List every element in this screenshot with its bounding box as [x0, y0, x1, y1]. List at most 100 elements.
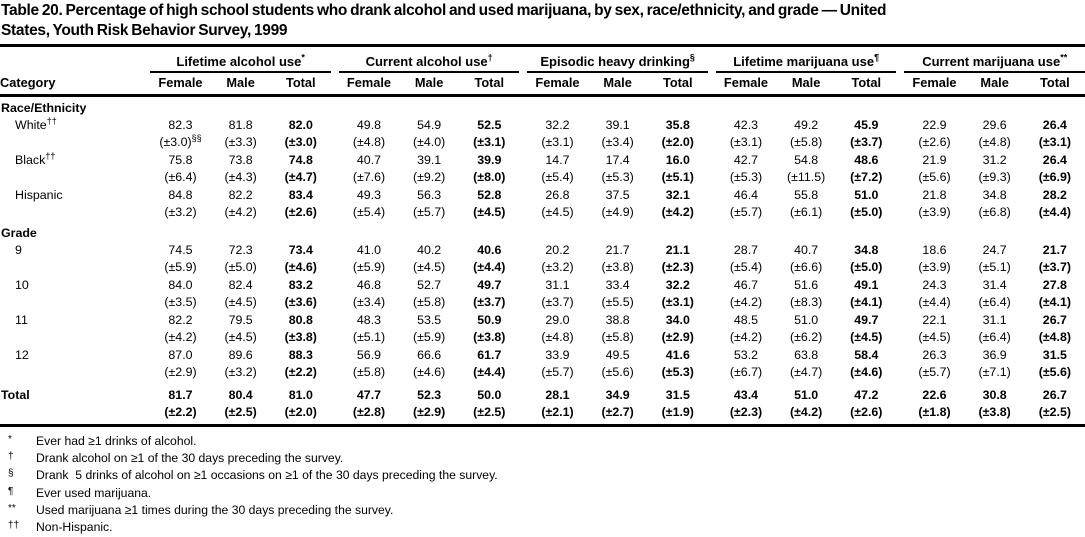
value-cell: 34.8 [982, 188, 1007, 202]
column-gap [519, 364, 527, 382]
footnote-text: Drank alcohol on ≥1 of the 30 days prece… [36, 451, 344, 466]
column-gap [896, 72, 905, 97]
value-cell: 39.9 [477, 153, 502, 167]
section-row: Race/Ethnicity [0, 96, 1085, 118]
ci-cell: (±3.0) [284, 135, 317, 149]
value-cell: 28.1 [545, 388, 570, 402]
column-gap [519, 72, 528, 97]
value-cell: 31.5 [665, 388, 690, 402]
ci-cell: (±2.2) [284, 365, 317, 379]
ci-cell: (±4.2) [729, 295, 763, 309]
value-cell: 31.5 [1042, 348, 1067, 362]
column-gap [331, 364, 339, 382]
column-gap [896, 312, 904, 329]
row-label: 10 [15, 278, 29, 292]
ci-cell: (±4.2) [224, 205, 257, 219]
ci-cell: (±6.8) [978, 205, 1011, 219]
value-cell: 84.0 [168, 278, 193, 292]
ci-cell: (±3.4) [352, 295, 386, 309]
column-header: Male [210, 72, 271, 97]
value-cell: 21.7 [1042, 243, 1067, 257]
value-cell: 56.9 [356, 348, 382, 362]
row-label-empty [0, 404, 151, 427]
column-gap [708, 329, 716, 347]
ci-cell: (±5.0) [850, 205, 883, 219]
ci-cell: (±4.6) [284, 260, 317, 274]
value-cell: 28.2 [1042, 188, 1067, 202]
value-cell: 14.7 [545, 153, 570, 167]
footnote-marker: ¶ [8, 485, 14, 497]
ci-cell: (±2.5) [1024, 404, 1085, 427]
value-cell: 80.4 [228, 388, 253, 402]
footnote-marker-ref: †† [46, 115, 57, 126]
column-gap [708, 242, 716, 259]
row-label-empty [0, 204, 150, 222]
ci-cell: (±4.5) [224, 295, 257, 309]
row-label-empty [0, 329, 150, 347]
value-cell: 51.0 [794, 313, 819, 327]
value-cell: 50.9 [477, 313, 502, 327]
column-gap [896, 134, 904, 152]
column-gap [708, 134, 716, 152]
footnote-text: Ever used marijuana. [36, 485, 152, 500]
value-cell: 40.7 [794, 243, 819, 257]
group-header: Lifetime alcohol use* [150, 47, 331, 73]
column-gap [708, 117, 716, 134]
column-gap [708, 294, 716, 312]
value-cell: 51.6 [794, 278, 819, 292]
total-row: Total 81.7 80.4 81.0 47.7 52.3 50.0 28.1 34.9 31.… [0, 382, 1085, 404]
ci-cell: (±4.5) [473, 205, 506, 219]
table-row: Black†† 75.8 73.8 74.8 40.7 39.1 39.9 14.7 17.4 1… [0, 151, 1085, 169]
column-gap [519, 382, 527, 404]
value-cell: 28.7 [733, 243, 759, 257]
column-header: Male [964, 72, 1025, 97]
column-header: Female [150, 72, 211, 97]
category-header: Category [0, 72, 151, 97]
column-header: Female [904, 72, 965, 97]
value-cell: 45.9 [854, 118, 879, 132]
column-gap [708, 47, 716, 72]
ci-cell: (±3.8) [473, 330, 506, 344]
value-cell: 22.9 [922, 118, 947, 132]
footnote-text: Ever had ≥1 drinks of alcohol. [36, 434, 197, 448]
ci-cell: (±3.8) [964, 404, 1025, 427]
ci-cell: (±4.2) [661, 205, 694, 219]
column-gap [708, 364, 716, 382]
ci-cell: (±5.3) [601, 170, 634, 184]
ci-cell: (±5.3) [661, 365, 694, 379]
ci-cell: (±3.1) [729, 135, 763, 149]
value-cell: 54.9 [417, 118, 442, 132]
column-header: Total [1024, 72, 1085, 97]
column-gap [331, 347, 339, 364]
ci-row: (±3.2) (±4.2) (±2.6) (±5.4) (±5.7) (±4.5) (±4.… [0, 204, 1085, 222]
value-cell: 26.7 [1042, 313, 1067, 327]
value-cell: 72.3 [228, 243, 253, 257]
column-gap [896, 329, 904, 347]
title-rule [0, 44, 1085, 47]
ci-cell: (±4.5) [224, 330, 257, 344]
row-label-empty [0, 294, 150, 312]
footnote: § Drank 5 drinks of alcohol on ≥1 occasio… [8, 466, 1085, 483]
column-gap [896, 294, 904, 312]
ci-cell: (±5.4) [352, 205, 386, 219]
column-gap [331, 47, 339, 72]
row-label-empty [0, 134, 150, 152]
ci-cell: (±4.2) [729, 330, 763, 344]
ci-cell: (±2.9) [164, 365, 197, 379]
column-gap [708, 152, 716, 169]
column-gap [708, 382, 716, 404]
column-gap [896, 347, 904, 364]
ci-cell: (±2.6) [284, 205, 317, 219]
ci-cell: (±5.9) [352, 260, 386, 274]
value-cell: 46.8 [356, 278, 382, 292]
ci-row: (±3.0)§§ (±3.3) (±3.0) (±4.8) (±4.0) (±3.1) (±… [0, 133, 1085, 152]
section-label: Race/Ethnicity [1, 101, 87, 115]
ci-cell: (±3.7) [1038, 260, 1071, 274]
column-gap [896, 364, 904, 382]
ci-cell: (±5.7) [729, 205, 763, 219]
table-row: 11 82.2 79.5 80.8 48.3 53.5 50.9 29.0 38.8 34.0 48… [0, 312, 1085, 329]
value-cell: 52.3 [417, 388, 442, 402]
ci-cell: (±5.1) [352, 330, 386, 344]
ci-cell: (±7.1) [978, 365, 1011, 379]
column-gap [519, 329, 527, 347]
